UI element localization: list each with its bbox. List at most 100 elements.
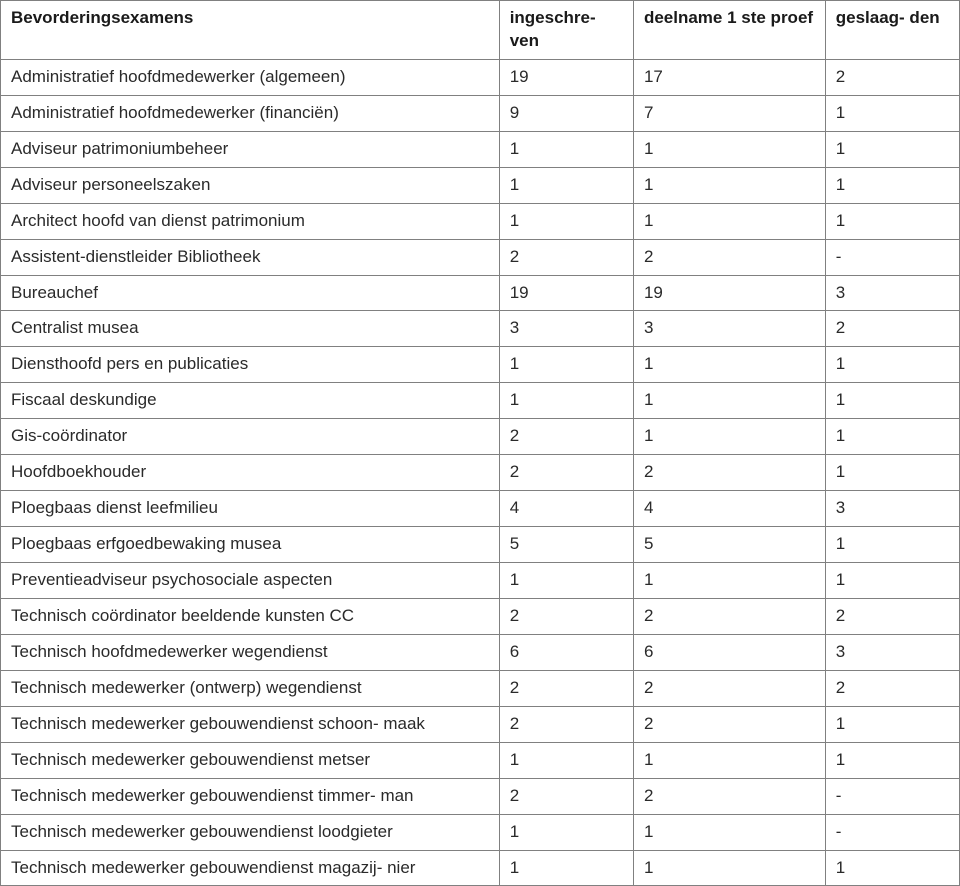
table-cell: 6: [633, 634, 825, 670]
table-cell: 2: [825, 311, 959, 347]
table-cell: -: [825, 814, 959, 850]
table-cell: 1: [633, 742, 825, 778]
table-cell: 1: [825, 203, 959, 239]
table-cell: 2: [633, 778, 825, 814]
table-cell: Technisch medewerker gebouwendienst lood…: [1, 814, 500, 850]
table-row: Technisch medewerker gebouwendienst timm…: [1, 778, 960, 814]
table-cell: 1: [825, 95, 959, 131]
table-cell: Administratief hoofdmedewerker (financië…: [1, 95, 500, 131]
table-row: Ploegbaas dienst leefmilieu443: [1, 491, 960, 527]
table-cell: Adviseur patrimoniumbeheer: [1, 131, 500, 167]
table-cell: 2: [499, 239, 633, 275]
table-cell: Hoofdboekhouder: [1, 455, 500, 491]
table-cell: 1: [633, 814, 825, 850]
table-cell: 2: [499, 778, 633, 814]
table-row: Diensthoofd pers en publicaties111: [1, 347, 960, 383]
table-header: Bevorderingsexamens ingeschre- ven deeln…: [1, 1, 960, 60]
table-row: Architect hoofd van dienst patrimonium11…: [1, 203, 960, 239]
table-cell: Gis-coördinator: [1, 419, 500, 455]
table-cell: 2: [825, 598, 959, 634]
table-cell: 1: [825, 131, 959, 167]
table-cell: 1: [499, 563, 633, 599]
table-cell: 1: [633, 203, 825, 239]
table-cell: 4: [499, 491, 633, 527]
table-row: Hoofdboekhouder221: [1, 455, 960, 491]
table-cell: 1: [499, 742, 633, 778]
table-cell: 1: [825, 167, 959, 203]
table-cell: 2: [499, 706, 633, 742]
table-cell: Assistent-dienstleider Bibliotheek: [1, 239, 500, 275]
col-header-participation: deelname 1 ste proef: [633, 1, 825, 60]
table-cell: 1: [825, 383, 959, 419]
col-header-passed: geslaag- den: [825, 1, 959, 60]
table-row: Technisch medewerker gebouwendienst scho…: [1, 706, 960, 742]
table-cell: 2: [499, 455, 633, 491]
table-cell: Diensthoofd pers en publicaties: [1, 347, 500, 383]
table-row: Assistent-dienstleider Bibliotheek22-: [1, 239, 960, 275]
table-cell: 5: [499, 527, 633, 563]
table-cell: 1: [499, 814, 633, 850]
table-cell: 1: [633, 563, 825, 599]
table-cell: 1: [825, 419, 959, 455]
table-cell: 1: [633, 850, 825, 886]
table-cell: 1: [499, 347, 633, 383]
table-cell: 1: [825, 455, 959, 491]
table-body: Administratief hoofdmedewerker (algemeen…: [1, 59, 960, 886]
col-header-title: Bevorderingsexamens: [1, 1, 500, 60]
table-row: Administratief hoofdmedewerker (financië…: [1, 95, 960, 131]
table-cell: Technisch medewerker gebouwendienst scho…: [1, 706, 500, 742]
table-row: Administratief hoofdmedewerker (algemeen…: [1, 59, 960, 95]
table-row: Technisch hoofdmedewerker wegendienst663: [1, 634, 960, 670]
table-cell: Architect hoofd van dienst patrimonium: [1, 203, 500, 239]
table-cell: 3: [825, 491, 959, 527]
document-page: Bevorderingsexamens ingeschre- ven deeln…: [0, 0, 960, 886]
table-row: Fiscaal deskundige111: [1, 383, 960, 419]
table-cell: 2: [633, 239, 825, 275]
table-cell: 2: [499, 670, 633, 706]
table-cell: 9: [499, 95, 633, 131]
table-cell: Technisch medewerker (ontwerp) wegendien…: [1, 670, 500, 706]
table-cell: 5: [633, 527, 825, 563]
table-row: Technisch coördinator beeldende kunsten …: [1, 598, 960, 634]
table-cell: 2: [633, 670, 825, 706]
table-cell: 2: [633, 706, 825, 742]
table-cell: Centralist musea: [1, 311, 500, 347]
table-cell: 1: [825, 706, 959, 742]
table-header-row: Bevorderingsexamens ingeschre- ven deeln…: [1, 1, 960, 60]
table-row: Technisch medewerker gebouwendienst lood…: [1, 814, 960, 850]
table-row: Technisch medewerker gebouwendienst mets…: [1, 742, 960, 778]
table-cell: 1: [499, 167, 633, 203]
table-row: Adviseur patrimoniumbeheer111: [1, 131, 960, 167]
table-cell: 2: [633, 455, 825, 491]
table-cell: Technisch medewerker gebouwendienst mets…: [1, 742, 500, 778]
table-cell: 3: [633, 311, 825, 347]
table-cell: Bureauchef: [1, 275, 500, 311]
table-cell: Technisch medewerker gebouwendienst timm…: [1, 778, 500, 814]
table-row: Adviseur personeelszaken111: [1, 167, 960, 203]
table-cell: 2: [499, 419, 633, 455]
table-cell: Technisch coördinator beeldende kunsten …: [1, 598, 500, 634]
table-cell: 19: [499, 59, 633, 95]
table-cell: Ploegbaas dienst leefmilieu: [1, 491, 500, 527]
table-cell: Technisch hoofdmedewerker wegendienst: [1, 634, 500, 670]
table-cell: 1: [499, 203, 633, 239]
table-cell: 1: [633, 419, 825, 455]
table-cell: Technisch medewerker gebouwendienst maga…: [1, 850, 500, 886]
table-cell: 1: [499, 131, 633, 167]
table-cell: 1: [633, 347, 825, 383]
table-row: Preventieadviseur psychosociale aspecten…: [1, 563, 960, 599]
table-cell: 6: [499, 634, 633, 670]
exam-table: Bevorderingsexamens ingeschre- ven deeln…: [0, 0, 960, 886]
table-cell: Ploegbaas erfgoedbewaking musea: [1, 527, 500, 563]
table-cell: 19: [499, 275, 633, 311]
table-cell: 1: [633, 383, 825, 419]
table-cell: 1: [825, 742, 959, 778]
col-header-enrolled: ingeschre- ven: [499, 1, 633, 60]
table-cell: Adviseur personeelszaken: [1, 167, 500, 203]
table-cell: 2: [825, 670, 959, 706]
table-cell: 3: [499, 311, 633, 347]
table-cell: 2: [499, 598, 633, 634]
table-cell: -: [825, 778, 959, 814]
table-cell: 1: [825, 347, 959, 383]
table-cell: 1: [633, 131, 825, 167]
